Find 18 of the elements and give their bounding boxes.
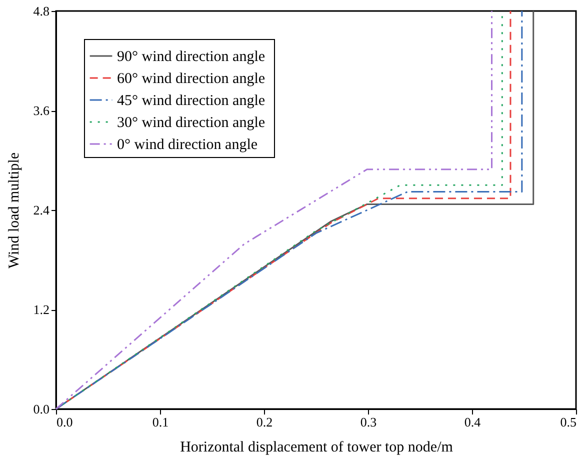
x-axis-title: Horizontal displacement of tower top node/m xyxy=(180,440,454,456)
x-tick-label: 0.1 xyxy=(152,414,169,430)
x-tick-label: 0.5 xyxy=(560,414,576,430)
x-tick-label: 0.4 xyxy=(464,414,482,430)
y-tick-label: 0.0 xyxy=(33,402,50,416)
legend-label: 0° wind direction angle xyxy=(117,137,258,153)
y-tick-label: 2.4 xyxy=(33,202,50,218)
y-tick-label: 1.2 xyxy=(33,302,50,317)
legend-label: 60° wind direction angle xyxy=(117,71,266,87)
x-tick-label: 0.3 xyxy=(360,414,377,430)
y-axis-title: Wind load multiple xyxy=(6,152,22,269)
legend-label: 45° wind direction angle xyxy=(117,93,266,109)
x-tick-label: 0.0 xyxy=(56,414,73,430)
x-tick-label: 0.2 xyxy=(256,414,273,430)
y-tick-label: 4.8 xyxy=(33,4,50,18)
legend-label: 30° wind direction angle xyxy=(117,115,266,131)
y-tick-label: 3.6 xyxy=(33,103,50,118)
legend-label: 90° wind direction angle xyxy=(117,49,266,65)
